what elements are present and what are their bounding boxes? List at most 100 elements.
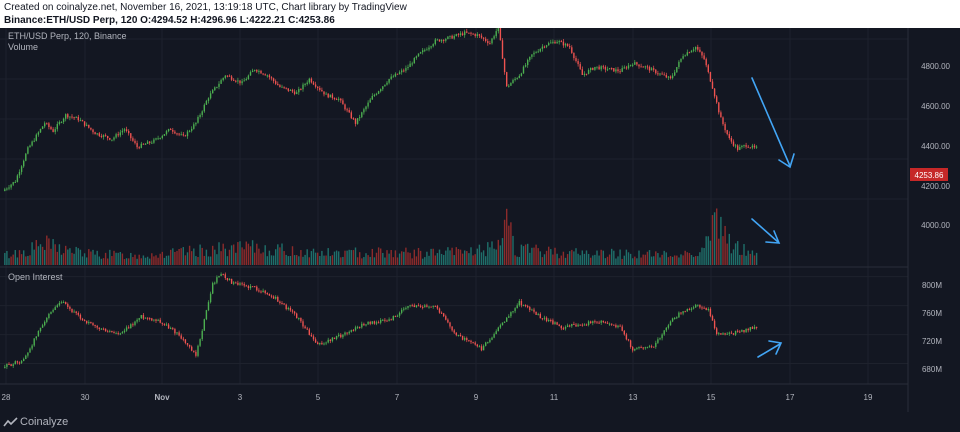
oi-candle xyxy=(388,319,390,321)
price-candle xyxy=(361,112,363,118)
oi-candle xyxy=(182,338,184,340)
oi-candle xyxy=(426,305,428,307)
oi-candle xyxy=(155,319,157,321)
volume-bar xyxy=(58,244,61,265)
oi-candle xyxy=(25,355,27,360)
volume-bar xyxy=(432,248,434,265)
volume-bar xyxy=(279,247,281,265)
oi-candle xyxy=(384,319,386,321)
price-candle xyxy=(449,35,451,37)
oi-candle xyxy=(275,296,277,299)
volume-bar xyxy=(212,245,214,265)
volume-bar xyxy=(751,250,754,265)
chart-area[interactable]: ETH/USD Perp, 120, Binance Volume Open I… xyxy=(0,28,960,412)
volume-bar xyxy=(12,254,14,265)
price-candle xyxy=(33,140,35,142)
footer: Coinalyze xyxy=(0,412,960,432)
price-candle xyxy=(241,81,243,84)
oi-candle xyxy=(167,324,170,329)
price-candle xyxy=(392,76,394,78)
volume-bar xyxy=(224,248,226,265)
price-candle xyxy=(491,38,493,44)
volume-bar xyxy=(518,256,520,265)
volume-bar xyxy=(541,257,544,265)
price-candle xyxy=(272,78,275,82)
oi-candle xyxy=(707,308,709,311)
oi-candle xyxy=(535,311,537,315)
oi-candle xyxy=(306,328,308,330)
volume-bar xyxy=(308,257,310,265)
oi-candle xyxy=(405,307,407,309)
volume-bar xyxy=(142,255,145,265)
price-candle xyxy=(275,81,277,84)
oi-candle xyxy=(325,342,327,344)
price-candle xyxy=(472,33,474,35)
volume-bar xyxy=(335,250,338,265)
price-candle xyxy=(627,65,630,69)
volume-bar xyxy=(304,254,306,265)
volume-bar xyxy=(564,257,567,265)
oi-candle xyxy=(394,316,397,318)
oi-candle xyxy=(755,326,758,328)
oi-candle xyxy=(199,339,201,346)
price-candle xyxy=(650,68,653,71)
oi-candle xyxy=(615,325,617,328)
volume-bar xyxy=(499,245,502,265)
price-down-arrow xyxy=(751,77,791,167)
oi-candle xyxy=(554,322,556,324)
volume-bar xyxy=(569,251,571,265)
volume-bar xyxy=(92,249,94,265)
price-candle xyxy=(680,58,682,62)
oi-candle xyxy=(254,286,256,288)
volume-bar xyxy=(226,256,229,265)
volume-bar xyxy=(611,248,613,265)
price-candle xyxy=(289,89,292,91)
oi-candle xyxy=(436,306,439,309)
oi-candle xyxy=(151,318,153,321)
volume-bar xyxy=(281,243,283,265)
volume-bar xyxy=(293,255,296,265)
oi-candle xyxy=(224,274,226,279)
price-candle xyxy=(516,77,518,79)
volume-bar xyxy=(258,248,260,265)
volume-bar xyxy=(734,243,737,265)
oi-candle xyxy=(335,335,338,339)
oi-candle xyxy=(531,309,533,311)
volume-bar xyxy=(503,219,506,265)
price-candle xyxy=(88,124,90,128)
price-candle xyxy=(722,117,724,125)
price-candle xyxy=(655,69,657,74)
price-candle xyxy=(254,69,256,71)
price-candle xyxy=(277,83,279,86)
price-candle xyxy=(497,28,499,32)
oi-candle xyxy=(411,305,413,307)
ohlc-line: Binance:ETH/USD Perp, 120 O:4294.52 H:42… xyxy=(4,15,335,26)
volume-bar xyxy=(151,253,153,265)
volume-bar xyxy=(417,247,420,265)
price-candle xyxy=(62,118,65,123)
volume-bar xyxy=(346,250,348,265)
price-candle xyxy=(359,117,361,119)
price-candle xyxy=(266,75,268,77)
oi-candle xyxy=(657,339,659,343)
oi-candle xyxy=(604,322,607,324)
price-candle xyxy=(119,132,121,136)
oi-candle xyxy=(753,326,756,329)
volume-bar xyxy=(191,251,193,265)
price-candle xyxy=(149,141,151,143)
price-candle xyxy=(550,42,552,44)
oi-candle xyxy=(193,350,195,352)
oi-candle xyxy=(743,330,745,332)
oi-candle xyxy=(627,339,630,341)
oi-candle xyxy=(541,318,544,320)
ohlc-open: O:4294.52 xyxy=(140,15,188,26)
volume-bar xyxy=(104,252,107,265)
oi-candle xyxy=(396,315,399,317)
oi-candle xyxy=(485,342,487,346)
volume-bar xyxy=(29,255,31,265)
oi-candle xyxy=(319,342,321,345)
volume-bar xyxy=(394,250,397,265)
volume-bar xyxy=(283,251,285,265)
price-candle xyxy=(73,117,75,119)
oi-candle xyxy=(344,332,346,335)
